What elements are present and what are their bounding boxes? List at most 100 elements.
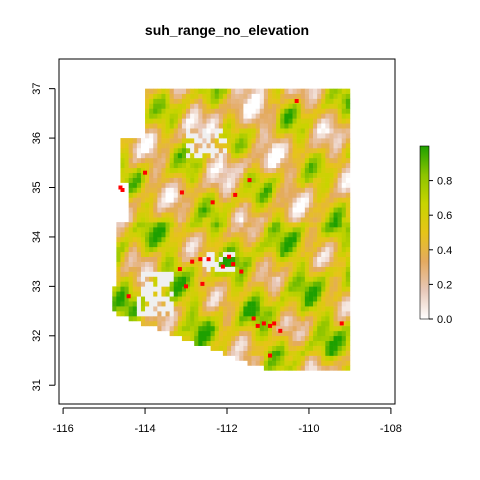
raster-cell — [292, 365, 297, 371]
raster-cell — [243, 320, 248, 327]
raster-cell — [313, 128, 318, 134]
raster-cell — [222, 177, 228, 183]
raster-cell — [202, 207, 207, 213]
raster-cell — [304, 311, 310, 317]
raster-cell — [194, 256, 199, 262]
raster-cell — [214, 157, 220, 164]
raster-cell — [202, 251, 207, 258]
raster-cell — [231, 301, 236, 307]
raster-cell — [186, 241, 191, 248]
raster-cell — [267, 128, 273, 134]
raster-cell — [333, 316, 338, 322]
raster-cell — [280, 143, 285, 149]
raster-cell — [157, 276, 162, 282]
raster-cell — [206, 261, 211, 267]
y-tick-label: 35 — [31, 181, 43, 193]
raster-cell — [169, 187, 175, 193]
raster-cell — [325, 281, 330, 287]
raster-cell — [239, 335, 244, 342]
raster-cell — [186, 306, 191, 312]
raster-cell — [194, 335, 199, 342]
raster-cell — [116, 291, 121, 297]
raster-cell — [272, 311, 277, 317]
raster-cell — [251, 236, 256, 243]
raster-cell — [296, 123, 302, 129]
raster-cell — [153, 256, 158, 262]
observation-point — [339, 321, 344, 326]
raster-cell — [317, 162, 322, 169]
raster-cell — [247, 197, 252, 203]
raster-cell — [173, 231, 179, 238]
raster-cell — [300, 128, 306, 134]
raster-cell — [161, 241, 166, 248]
raster-cell — [276, 291, 281, 297]
raster-cell — [227, 207, 232, 213]
raster-cell — [325, 108, 330, 114]
raster-cell — [194, 316, 199, 322]
raster-cell — [313, 192, 318, 198]
raster-cell — [128, 147, 134, 154]
raster-cell — [317, 217, 322, 223]
raster-cell — [218, 335, 224, 342]
raster-cell — [259, 256, 265, 262]
raster-cell — [190, 103, 195, 109]
raster-cell — [272, 143, 277, 149]
raster-cell — [198, 266, 203, 272]
raster-cell — [202, 147, 207, 154]
raster-cell — [292, 286, 297, 292]
raster-cell — [198, 231, 203, 238]
raster-cell — [333, 335, 338, 342]
raster-cell — [251, 340, 256, 346]
raster-cell — [317, 207, 322, 213]
raster-cell — [169, 306, 175, 312]
raster-cell — [194, 128, 199, 134]
raster-cell — [177, 325, 183, 332]
raster-cell — [181, 113, 187, 119]
raster-cell — [345, 340, 351, 346]
raster-cell — [341, 93, 347, 99]
raster-cell — [317, 251, 322, 258]
raster-cell — [313, 167, 318, 173]
raster-cell — [337, 167, 343, 173]
raster-cell — [321, 365, 326, 371]
raster-cell — [231, 296, 236, 302]
raster-cell — [341, 172, 347, 178]
raster-cell — [292, 251, 297, 258]
raster-cell — [194, 291, 199, 297]
raster-cell — [251, 108, 256, 114]
raster-cell — [210, 241, 216, 248]
raster-cell — [206, 316, 211, 322]
raster-cell — [251, 118, 256, 124]
raster-cell — [296, 157, 302, 164]
raster-cell — [235, 182, 240, 188]
raster-cell — [296, 311, 302, 317]
raster-cell — [128, 246, 134, 253]
raster-cell — [251, 261, 256, 267]
raster-cell — [317, 192, 322, 198]
raster-cell — [296, 246, 302, 253]
raster-cell — [149, 172, 154, 178]
raster-cell — [227, 301, 232, 307]
raster-cell — [161, 207, 166, 213]
raster-cell — [329, 256, 334, 262]
raster-cell — [190, 301, 195, 307]
raster-cell — [288, 133, 293, 139]
raster-cell — [288, 98, 293, 104]
raster-cell — [296, 345, 302, 351]
raster-cell — [337, 350, 343, 356]
raster-cell — [304, 281, 310, 287]
raster-cell — [325, 306, 330, 312]
raster-cell — [218, 281, 224, 287]
raster-cell — [304, 212, 310, 218]
raster-cell — [263, 98, 269, 104]
raster-cell — [153, 118, 158, 124]
raster-cell — [239, 296, 244, 302]
raster-cell — [263, 241, 269, 248]
raster-cell — [231, 311, 236, 317]
raster-cell — [227, 256, 232, 262]
raster-cell — [292, 128, 297, 134]
raster-cell — [227, 133, 232, 139]
raster-cell — [186, 123, 191, 129]
raster-cell — [284, 350, 289, 356]
raster-cell — [202, 271, 207, 277]
